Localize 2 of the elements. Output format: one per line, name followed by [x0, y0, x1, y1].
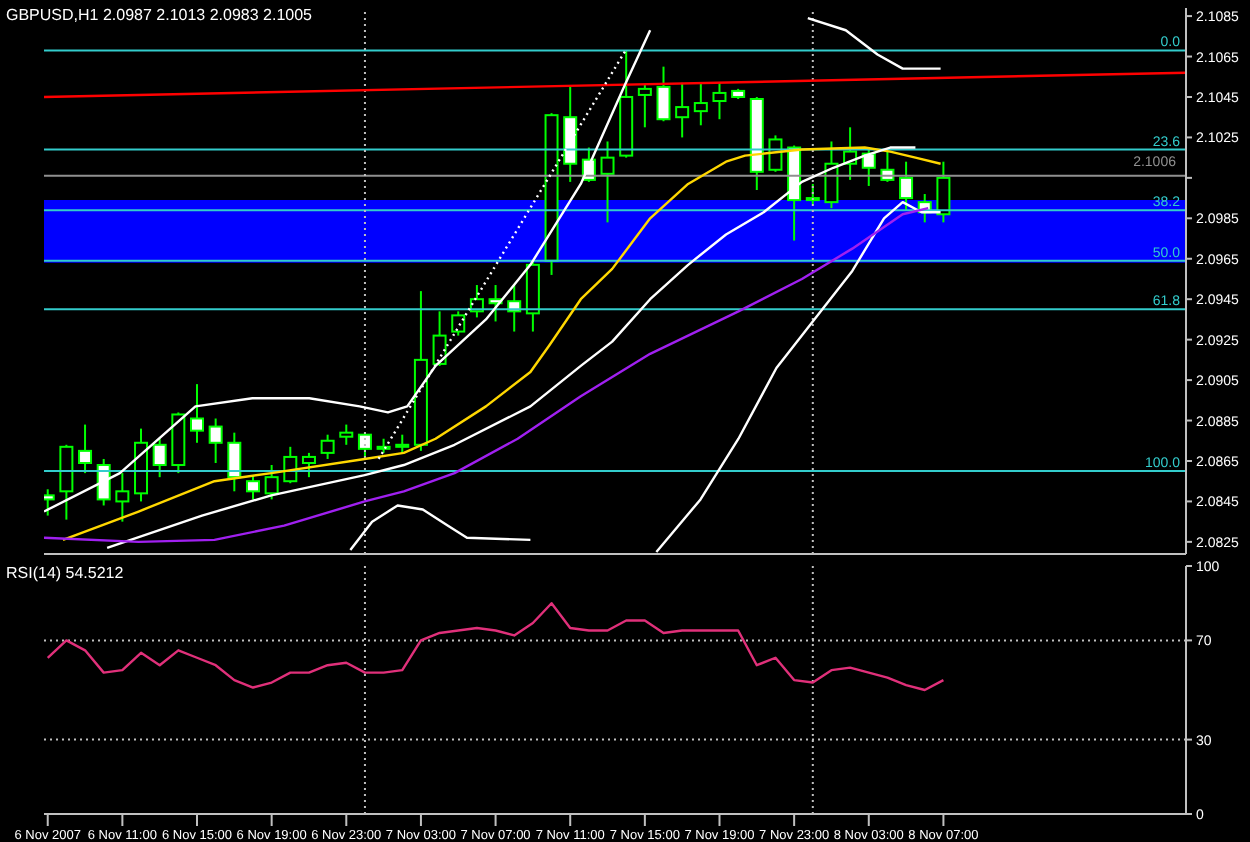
chart-title: GBPUSD,H1 2.0987 2.1013 2.0983 2.1005: [6, 6, 312, 24]
chart-title: RSI(14) 54.5212: [6, 564, 124, 582]
